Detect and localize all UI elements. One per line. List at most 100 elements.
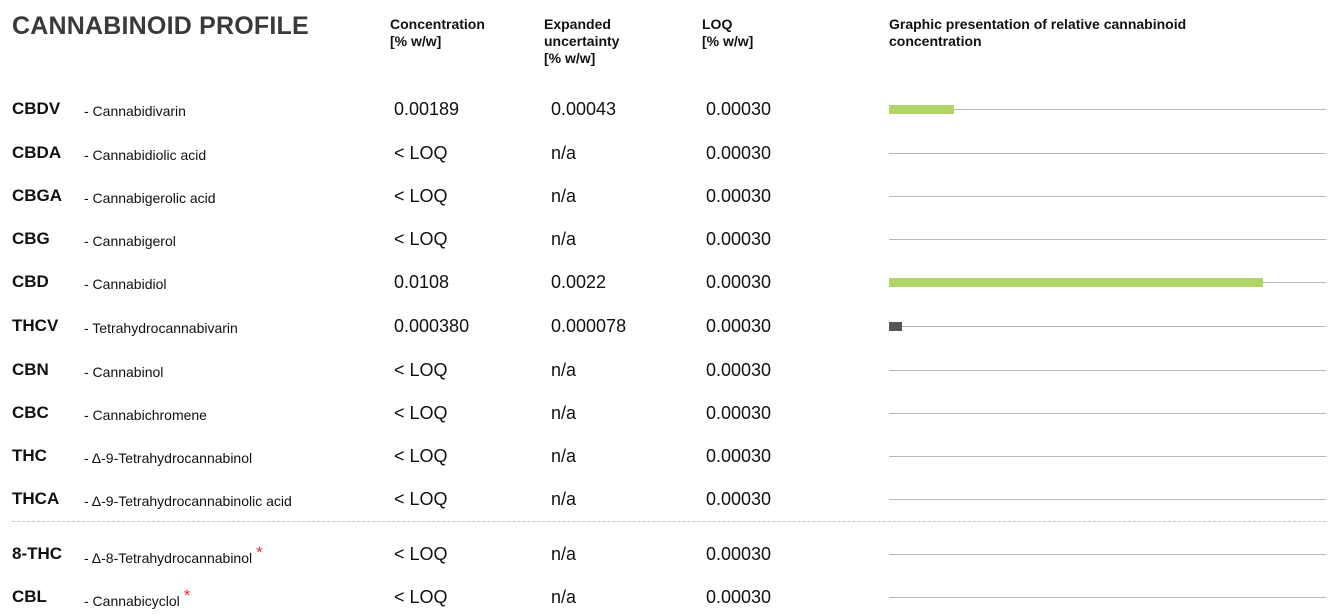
section-divider: [12, 521, 1326, 522]
concentration-value: < LOQ: [394, 229, 448, 249]
loq-value: 0.00030: [706, 186, 772, 206]
header-loq: LOQ [% w/w]: [702, 16, 754, 49]
uncertainty-value: n/a: [551, 587, 577, 607]
cannabinoid-name-text: - Δ-9-Tetrahydrocannabinolic acid: [84, 493, 292, 509]
bar-track: [889, 597, 1326, 598]
uncertainty-value: n/a: [551, 489, 577, 509]
bar-track: [889, 109, 1326, 110]
concentration-bar: [889, 322, 902, 331]
table-row: CBG - Cannabigerol < LOQ n/a 0.00030: [0, 225, 1330, 255]
bar-track: [889, 554, 1326, 555]
table-row: CBN - Cannabinol < LOQ n/a 0.00030: [0, 356, 1330, 386]
table-row: CBD - Cannabidiol 0.0108 0.0022 0.00030: [0, 268, 1330, 298]
header-concentration: Concentration [% w/w]: [390, 16, 485, 49]
loq-value: 0.00030: [706, 403, 772, 423]
concentration-bar: [889, 105, 954, 114]
cannabinoid-abbreviation: CBL: [12, 587, 47, 606]
uncertainty-value: n/a: [551, 403, 577, 423]
asterisk-mark: *: [183, 586, 191, 605]
cannabinoid-abbreviation: CBC: [12, 403, 49, 422]
cannabinoid-name-text: - Cannabidiol: [84, 276, 167, 292]
loq-value: 0.00030: [706, 143, 772, 163]
loq-value: 0.00030: [706, 316, 772, 336]
concentration-value: 0.000380: [394, 316, 470, 336]
cannabinoid-name-text: - Δ-8-Tetrahydrocannabinol: [84, 550, 253, 566]
cannabinoid-name-text: - Cannabigerolic acid: [84, 190, 216, 206]
cannabinoid-abbreviation: 8-THC: [12, 544, 63, 563]
cannabinoid-name: - Cannabigerolic acid: [84, 190, 216, 206]
cannabinoid-name: - Δ-9-Tetrahydrocannabinol: [84, 450, 252, 466]
cannabinoid-name: - Cannabidivarin: [84, 103, 186, 119]
cannabinoid-name: - Δ-9-Tetrahydrocannabinolic acid: [84, 493, 292, 509]
loq-value: 0.00030: [706, 229, 772, 249]
table-row: CBDV - Cannabidivarin 0.00189 0.00043 0.0003…: [0, 95, 1330, 125]
bar-track: [889, 153, 1326, 154]
loq-value: 0.00030: [706, 272, 772, 292]
concentration-value: < LOQ: [394, 446, 448, 466]
table-row: THCA - Δ-9-Tetrahydrocannabinolic acid < L…: [0, 485, 1330, 515]
loq-value: 0.00030: [706, 360, 772, 380]
header-graphic: Graphic presentation of relative cannabi…: [889, 16, 1187, 49]
cannabinoid-name-text: - Cannabicyclol: [84, 593, 180, 609]
loq-value: 0.00030: [706, 99, 772, 119]
cannabinoid-name: - Tetrahydrocannabivarin: [84, 320, 238, 336]
cannabinoid-abbreviation: THCA: [12, 489, 60, 508]
cannabinoid-name: - Cannabidiol: [84, 276, 167, 292]
table-row: CBC - Cannabichromene < LOQ n/a 0.00030: [0, 399, 1330, 429]
cannabinoid-abbreviation: CBGA: [12, 186, 63, 205]
cannabinoid-abbreviation: CBDA: [12, 143, 62, 162]
table-row: THCV - Tetrahydrocannabivarin 0.000380 0.00…: [0, 312, 1330, 342]
asterisk-mark: *: [256, 543, 263, 562]
bar-track: [889, 499, 1326, 500]
cannabinoid-name: - Cannabicyclol *: [84, 586, 190, 611]
bar-track: [889, 456, 1326, 457]
loq-value: 0.00030: [706, 446, 772, 466]
cannabinoid-abbreviation: THC: [12, 446, 47, 465]
table-row: CBDA - Cannabidiolic acid < LOQ n/a 0.00030: [0, 139, 1330, 169]
uncertainty-value: n/a: [551, 143, 577, 163]
uncertainty-value: n/a: [551, 186, 577, 206]
loq-value: 0.00030: [706, 489, 772, 509]
cannabinoid-name: - Cannabidiolic acid: [84, 147, 206, 163]
cannabinoid-name-text: - Cannabidivarin: [84, 103, 186, 119]
cannabinoid-abbreviation: CBD: [12, 272, 49, 291]
uncertainty-value: n/a: [551, 360, 577, 380]
cannabinoid-name-text: - Δ-9-Tetrahydrocannabinol: [84, 450, 253, 466]
page-title: CANNABINOID PROFILE: [12, 12, 309, 40]
cannabinoid-name-text: - Cannabigerol: [84, 233, 176, 249]
cannabinoid-name-text: - Cannabichromene: [84, 407, 207, 423]
uncertainty-value: n/a: [551, 544, 577, 564]
concentration-value: < LOQ: [394, 403, 448, 423]
cannabinoid-name: - Cannabichromene: [84, 407, 207, 423]
concentration-value: 0.00189: [394, 99, 460, 119]
table-row: 8-THC - Δ-8-Tetrahydrocannabinol * < LOQ n/a…: [0, 540, 1330, 570]
header-uncertainty: Expanded uncertainty [% w/w]: [544, 16, 620, 66]
bar-track: [889, 326, 1326, 327]
concentration-bar: [889, 278, 1263, 287]
uncertainty-value: 0.000078: [551, 316, 627, 336]
cannabinoid-abbreviation: CBG: [12, 229, 50, 248]
bar-track: [889, 239, 1326, 240]
uncertainty-value: n/a: [551, 229, 577, 249]
cannabinoid-abbreviation: CBDV: [12, 99, 61, 118]
uncertainty-value: 0.0022: [551, 272, 607, 292]
cannabinoid-name-text: - Tetrahydrocannabivarin: [84, 320, 238, 336]
concentration-value: < LOQ: [394, 143, 448, 163]
cannabinoid-name: - Cannabinol: [84, 364, 163, 380]
cannabinoid-name-text: - Cannabinol: [84, 364, 164, 380]
concentration-value: < LOQ: [394, 360, 448, 380]
cannabinoid-name: - Cannabigerol: [84, 233, 176, 249]
concentration-value: 0.0108: [394, 272, 450, 292]
concentration-value: < LOQ: [394, 544, 448, 564]
cannabinoid-name: - Δ-8-Tetrahydrocannabinol *: [84, 543, 263, 568]
bar-track: [889, 413, 1326, 414]
uncertainty-value: 0.00043: [551, 99, 617, 119]
table-row: CBGA - Cannabigerolic acid < LOQ n/a 0.00030: [0, 182, 1330, 212]
bar-track: [889, 370, 1326, 371]
table-row: CBL - Cannabicyclol * < LOQ n/a 0.00030: [0, 583, 1330, 613]
cannabinoid-abbreviation: CBN: [12, 360, 49, 379]
loq-value: 0.00030: [706, 587, 772, 607]
loq-value: 0.00030: [706, 544, 772, 564]
concentration-value: < LOQ: [394, 489, 448, 509]
cannabinoid-abbreviation: THCV: [12, 316, 59, 335]
